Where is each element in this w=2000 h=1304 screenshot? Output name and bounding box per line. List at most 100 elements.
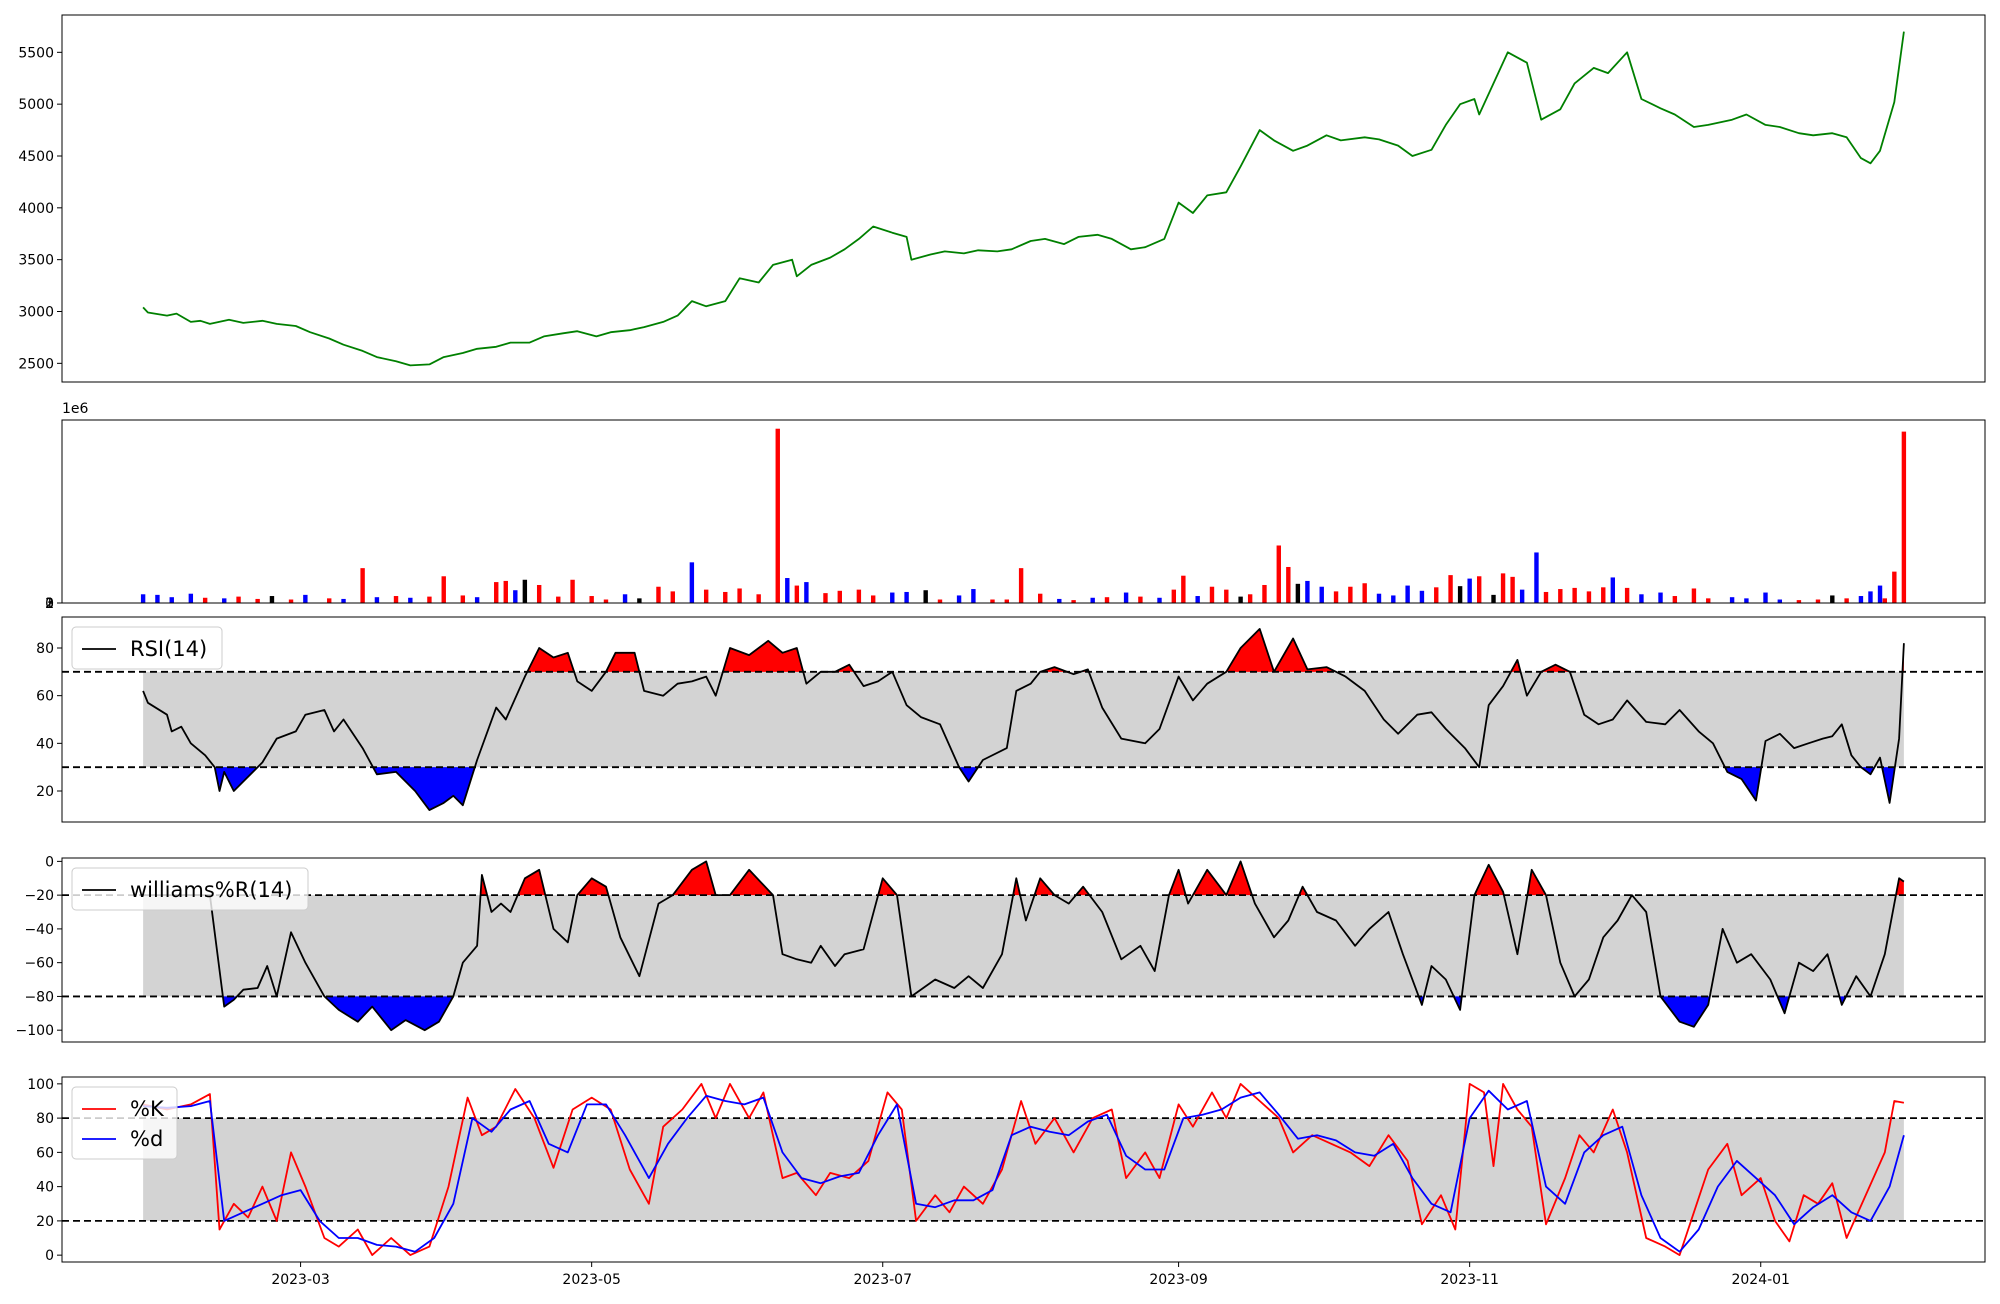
williams-panel: 0 −20 −40 −60 −80 −100 williams%R(14): [16, 854, 1986, 1043]
williams-overbought-fill: [1169, 869, 1186, 896]
volume-bar: [236, 596, 241, 603]
volume-bar: [1658, 592, 1663, 603]
volume-bar: [1457, 586, 1463, 603]
volume-bar: [1405, 585, 1410, 603]
williams-oversold-fill: [1777, 996, 1790, 1014]
y-tick-label: 5000: [18, 97, 54, 113]
williams-overbought-fill: [577, 878, 609, 896]
volume-bar: [1138, 596, 1143, 603]
volume-bar: [971, 589, 976, 603]
volume-bar: [622, 594, 628, 603]
volume-bar: [556, 596, 561, 603]
y-tick-label: 40: [36, 736, 54, 752]
rsi-overbought-fill: [722, 640, 804, 672]
volume-bar: [1247, 594, 1253, 603]
y-tick-label: −20: [24, 888, 54, 904]
volume-bar: [737, 588, 742, 603]
y-tick-label: 60: [36, 689, 54, 705]
volume-bar: [1467, 578, 1472, 603]
y-tick-label: 2500: [18, 356, 54, 372]
volume-bar: [1004, 599, 1009, 603]
volume-bar: [1729, 597, 1735, 603]
y-tick-label: 3000: [18, 305, 54, 321]
volume-bar: [1558, 589, 1563, 603]
volume-bar: [1238, 596, 1243, 603]
rsi-legend-box: [71, 626, 223, 670]
volume-bar: [923, 590, 928, 603]
rsi-series-line: [142, 628, 1905, 811]
x-tick-label: 2024-01: [1731, 1272, 1790, 1288]
volume-bar: [670, 591, 675, 603]
volume-bar: [823, 593, 828, 603]
volume-bar: [990, 599, 995, 603]
volume-bar: [303, 594, 308, 603]
volume-bar: [1706, 598, 1711, 603]
stochastic-series-line: [142, 1083, 1905, 1256]
volume-bar: [140, 594, 146, 603]
williams-overbought-fill: [730, 869, 773, 896]
volume-bar: [1763, 592, 1768, 603]
volume-bar: [536, 584, 542, 603]
rsi-oversold-fill: [959, 767, 979, 782]
x-tick-label: 2023-11: [1440, 1272, 1499, 1288]
y-tick-label: 100: [27, 1077, 54, 1093]
volume-axes-frame: [61, 419, 1986, 604]
volume-bar: [222, 598, 227, 603]
volume-bar: [513, 590, 518, 603]
y-tick-label: 60: [36, 1145, 54, 1161]
williams-overbought-fill: [1075, 886, 1090, 896]
y-tick-label: 20: [36, 784, 54, 800]
volume-bar: [1796, 600, 1802, 603]
volume-bar: [794, 585, 800, 603]
y-tick-label: 20: [36, 1214, 54, 1230]
volume-bar: [1348, 586, 1353, 603]
y-tick-label: 0: [45, 596, 54, 612]
legend-label: williams%R(14): [130, 878, 292, 902]
volume-bar: [1224, 589, 1229, 603]
volume-bar: [1071, 600, 1076, 603]
volume-bar: [1543, 591, 1549, 603]
volume-bar: [1362, 583, 1367, 603]
volume-bar: [1333, 591, 1339, 603]
volume-bar: [169, 597, 174, 603]
williams-overbought-fill: [1527, 869, 1547, 896]
volume-bar: [1057, 598, 1062, 603]
williams-overbought-fill: [672, 861, 716, 896]
volume-bar: [890, 592, 895, 603]
volume-bar: [288, 599, 294, 603]
x-tick-label: 2023-07: [853, 1272, 912, 1288]
y-tick-label: 2: [45, 596, 54, 612]
x-tick-label: 2023-05: [562, 1272, 621, 1288]
volume-bar: [1104, 597, 1110, 603]
x-tick-label: 2023-03: [271, 1272, 330, 1288]
volume-bar: [1877, 585, 1883, 603]
y-tick-label: −80: [24, 989, 54, 1005]
y-tick-label: 4500: [18, 149, 54, 165]
williams-overbought-fill: [1192, 869, 1227, 896]
stochastic-panel: 0 20 40 60 80 100 2023-03 2023-05 2023-07 2023-09…: [27, 1076, 1986, 1288]
volume-bar: [341, 598, 346, 603]
stochastic-axes-frame: [61, 1076, 1986, 1263]
volume-bar: [1601, 587, 1606, 603]
volume-bar: [1844, 598, 1849, 603]
volume-bar: [804, 582, 809, 603]
volume-bar: [474, 597, 480, 603]
volume-bar: [1434, 587, 1439, 603]
volume-bar: [269, 596, 275, 603]
volume-bar: [689, 562, 695, 603]
volume-bar: [1157, 597, 1162, 603]
volume-bar: [503, 580, 508, 603]
y-tick-label: 4000: [18, 201, 54, 217]
volume-bar: [637, 598, 642, 603]
volume-bar: [723, 591, 728, 603]
volume-bar: [570, 579, 575, 603]
volume-bar: [1376, 593, 1382, 603]
volume-bar: [1510, 576, 1515, 603]
volume-bar: [1090, 597, 1095, 603]
volume-bar: [1305, 580, 1310, 603]
y-tick-label: −40: [24, 922, 54, 938]
williams-axes-frame: [61, 857, 1986, 1043]
rsi-neutral-band: [143, 671, 1904, 768]
volume-bar: [522, 579, 528, 603]
volume-bar: [1391, 595, 1396, 603]
